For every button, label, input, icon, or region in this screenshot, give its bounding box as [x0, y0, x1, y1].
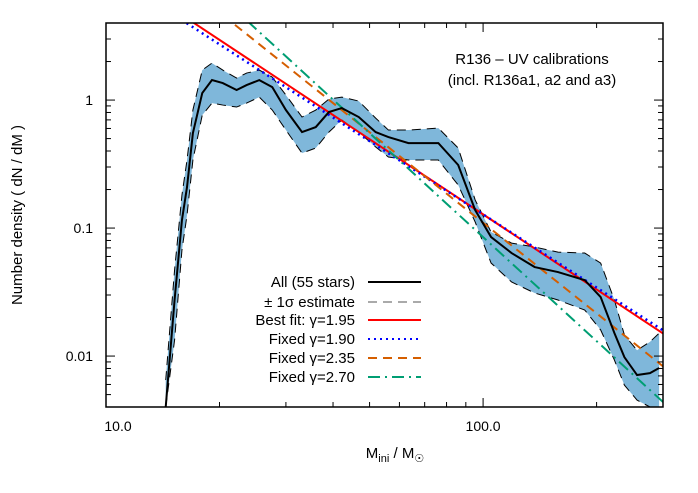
y-tick-label: 1	[85, 92, 93, 108]
powerlaw-line-1.9	[184, 23, 663, 332]
sigma-lower-line	[165, 96, 660, 407]
x-axis-label: Mini / M☉	[366, 445, 424, 465]
x-tick-label: 100.0	[466, 418, 501, 434]
legend-label: ± 1σ estimate	[264, 294, 355, 311]
legend-item: Fixed γ=2.70	[269, 369, 421, 386]
band-layer	[165, 63, 660, 407]
title-line-1: R136 – UV calibrations	[455, 51, 608, 68]
legend-item: All (55 stars)	[271, 274, 421, 291]
legend-item: Best fit: γ=1.95	[255, 312, 421, 329]
legend-label: Fixed γ=1.90	[269, 331, 355, 348]
powerlaw-line-2.35	[231, 23, 663, 368]
legend-label: Best fit: γ=1.95	[255, 312, 355, 329]
tick-layer: 10.0 100.0 0.01 0.1 1	[66, 22, 664, 434]
y-tick-label: 0.01	[66, 348, 93, 364]
title-line-2: (incl. R136a1, a2 and a3)	[448, 72, 616, 89]
legend-label: All (55 stars)	[271, 274, 355, 291]
line-layer	[164, 23, 663, 407]
legend-item: ± 1σ estimate	[264, 294, 421, 311]
powerlaw-line-2.7	[248, 23, 663, 403]
legend-item: Fixed γ=1.90	[269, 331, 421, 348]
y-axis-label: Number density ( dN / dM )	[9, 125, 26, 305]
legend-item: Fixed γ=2.35	[269, 350, 421, 367]
legend-label: Fixed γ=2.35	[269, 350, 355, 367]
sigma-upper-line	[165, 62, 660, 381]
kde-center-line	[164, 78, 660, 407]
plot-frame	[105, 22, 664, 408]
sigma-band-fill	[165, 63, 660, 407]
legend-label: Fixed γ=2.70	[269, 369, 355, 386]
y-tick-label: 0.1	[74, 220, 94, 236]
x-tick-label: 10.0	[104, 418, 131, 434]
